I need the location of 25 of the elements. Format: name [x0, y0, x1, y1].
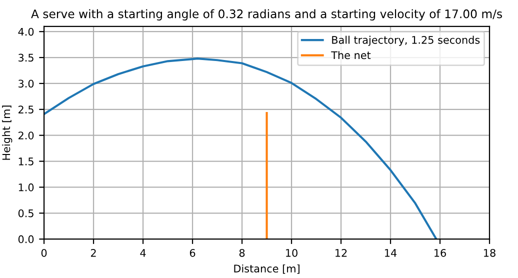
x-tick-label: 8 [239, 248, 245, 257]
x-tick-label: 18 [484, 248, 496, 257]
x-tick-label: 4 [140, 249, 146, 257]
x-tick-label: 2 [90, 248, 96, 257]
y-tick-label: 0.5 [18, 209, 34, 218]
x-tick-label: 12 [336, 248, 347, 257]
y-tick-label: 2.0 [18, 132, 34, 140]
y-tick-label: 1.5 [18, 158, 34, 166]
x-tick-label: 0 [41, 248, 47, 257]
x-tick-label: 10 [286, 248, 298, 257]
y-tick-label: 1.0 [18, 183, 34, 192]
x-tick-label: 14 [385, 249, 397, 257]
line-series [44, 58, 438, 240]
y-tick-label: 3.0 [18, 80, 34, 88]
y-tick-label: 0.0 [18, 235, 34, 244]
y-tick-label: 4.0 [18, 28, 34, 36]
legend-label: Ball trajectory, 1.25 seconds [332, 36, 480, 46]
chart-title: A serve with a starting angle of 0.32 radians and a starting velocity of 17.00 m/s [31, 9, 502, 21]
x-axis-title: Distance [m] [234, 264, 300, 274]
x-tick-label: 6 [190, 248, 196, 257]
legend-label: The net [331, 51, 371, 60]
y-axis-title: Height [m] [2, 106, 12, 160]
y-tick-label: 2.5 [18, 106, 34, 114]
x-tick-label: 16 [434, 248, 446, 257]
y-tick-label: 3.5 [18, 54, 34, 62]
